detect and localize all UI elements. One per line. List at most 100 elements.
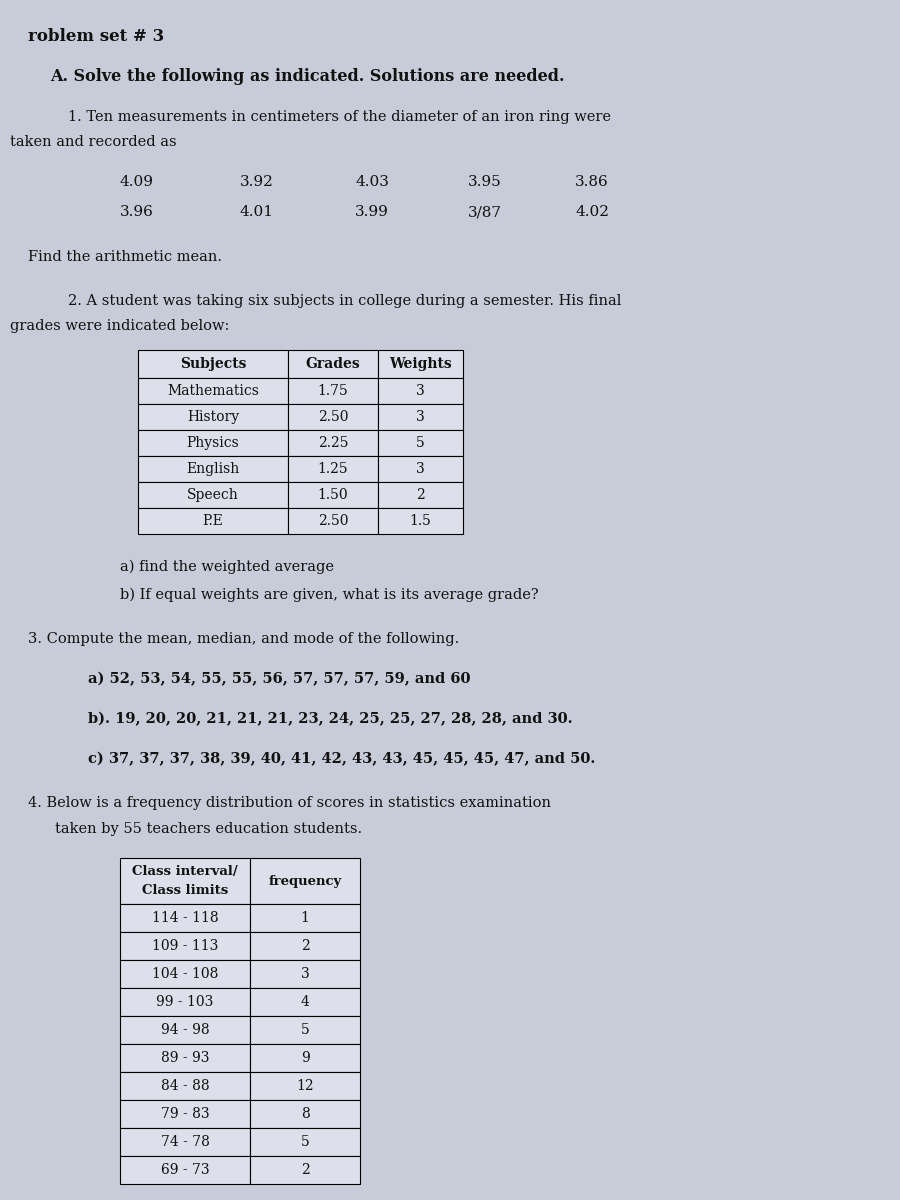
Text: 3: 3 xyxy=(416,410,425,424)
Text: 2.25: 2.25 xyxy=(318,436,348,450)
Bar xyxy=(250,1100,360,1128)
Text: 12: 12 xyxy=(296,1079,314,1093)
Text: 3.86: 3.86 xyxy=(575,175,608,188)
Text: 1.25: 1.25 xyxy=(318,462,348,476)
Text: 3.92: 3.92 xyxy=(240,175,274,188)
Bar xyxy=(120,988,250,1016)
Bar xyxy=(138,482,288,508)
Bar xyxy=(120,904,250,932)
Text: 1.75: 1.75 xyxy=(318,384,348,398)
Text: 3: 3 xyxy=(416,462,425,476)
Text: 89 - 93: 89 - 93 xyxy=(161,1051,209,1066)
Text: 3. Compute the mean, median, and mode of the following.: 3. Compute the mean, median, and mode of… xyxy=(28,632,459,646)
Bar xyxy=(138,350,288,378)
Bar xyxy=(288,482,378,508)
Bar xyxy=(250,1072,360,1100)
Bar xyxy=(378,430,463,456)
Text: 2.50: 2.50 xyxy=(318,410,348,424)
Bar xyxy=(288,508,378,534)
Text: taken and recorded as: taken and recorded as xyxy=(10,134,176,149)
Text: 2: 2 xyxy=(301,1163,310,1177)
Text: Find the arithmetic mean.: Find the arithmetic mean. xyxy=(28,250,222,264)
Text: taken by 55 teachers education students.: taken by 55 teachers education students. xyxy=(55,822,362,836)
Text: 3.96: 3.96 xyxy=(120,205,154,218)
Text: 4.02: 4.02 xyxy=(575,205,609,218)
Text: Speech: Speech xyxy=(187,488,238,502)
Bar xyxy=(250,904,360,932)
Text: 5: 5 xyxy=(301,1135,310,1150)
Bar xyxy=(378,508,463,534)
Text: 3: 3 xyxy=(301,967,310,982)
Bar xyxy=(250,1128,360,1156)
Bar xyxy=(378,456,463,482)
Text: a) find the weighted average: a) find the weighted average xyxy=(120,560,334,575)
Bar xyxy=(288,456,378,482)
Text: 4.03: 4.03 xyxy=(355,175,389,188)
Text: b). 19, 20, 20, 21, 21, 21, 23, 24, 25, 25, 27, 28, 28, and 30.: b). 19, 20, 20, 21, 21, 21, 23, 24, 25, … xyxy=(88,712,572,726)
Text: History: History xyxy=(187,410,239,424)
Bar xyxy=(138,508,288,534)
Text: 99 - 103: 99 - 103 xyxy=(157,995,213,1009)
Bar xyxy=(250,960,360,988)
Text: a) 52, 53, 54, 55, 55, 56, 57, 57, 57, 59, and 60: a) 52, 53, 54, 55, 55, 56, 57, 57, 57, 5… xyxy=(88,672,471,686)
Bar xyxy=(288,350,378,378)
Text: frequency: frequency xyxy=(268,875,342,888)
Text: 5: 5 xyxy=(416,436,425,450)
Bar xyxy=(120,1016,250,1044)
Text: 4.09: 4.09 xyxy=(120,175,154,188)
Bar xyxy=(250,988,360,1016)
Bar xyxy=(120,1128,250,1156)
Bar xyxy=(120,1100,250,1128)
Text: b) If equal weights are given, what is its average grade?: b) If equal weights are given, what is i… xyxy=(120,588,538,602)
Text: 69 - 73: 69 - 73 xyxy=(161,1163,210,1177)
Text: 4: 4 xyxy=(301,995,310,1009)
Text: 2. A student was taking six subjects in college during a semester. His final: 2. A student was taking six subjects in … xyxy=(68,294,621,308)
Text: 84 - 88: 84 - 88 xyxy=(161,1079,210,1093)
Text: c) 37, 37, 37, 38, 39, 40, 41, 42, 43, 43, 45, 45, 45, 47, and 50.: c) 37, 37, 37, 38, 39, 40, 41, 42, 43, 4… xyxy=(88,752,596,767)
Text: 9: 9 xyxy=(301,1051,310,1066)
Text: Class interval/
Class limits: Class interval/ Class limits xyxy=(132,865,238,896)
Bar xyxy=(250,1016,360,1044)
Text: Subjects: Subjects xyxy=(180,358,247,371)
Bar xyxy=(138,456,288,482)
Text: 94 - 98: 94 - 98 xyxy=(161,1022,210,1037)
Text: 79 - 83: 79 - 83 xyxy=(161,1106,210,1121)
Text: 4. Below is a frequency distribution of scores in statistics examination: 4. Below is a frequency distribution of … xyxy=(28,796,551,810)
Bar xyxy=(378,482,463,508)
Bar xyxy=(288,404,378,430)
Text: 104 - 108: 104 - 108 xyxy=(152,967,218,982)
Text: roblem set # 3: roblem set # 3 xyxy=(28,28,164,44)
Bar xyxy=(250,1044,360,1072)
Text: 2: 2 xyxy=(301,938,310,953)
Text: 2.50: 2.50 xyxy=(318,514,348,528)
Text: 1. Ten measurements in centimeters of the diameter of an iron ring were: 1. Ten measurements in centimeters of th… xyxy=(68,110,611,124)
Text: grades were indicated below:: grades were indicated below: xyxy=(10,319,230,332)
Text: Mathematics: Mathematics xyxy=(167,384,259,398)
Text: 5: 5 xyxy=(301,1022,310,1037)
Text: 74 - 78: 74 - 78 xyxy=(160,1135,210,1150)
Bar xyxy=(378,404,463,430)
Text: 114 - 118: 114 - 118 xyxy=(152,911,219,925)
Text: 1.5: 1.5 xyxy=(410,514,431,528)
Text: 3/87: 3/87 xyxy=(468,205,502,218)
Text: 1: 1 xyxy=(301,911,310,925)
Bar xyxy=(120,858,250,904)
Text: Weights: Weights xyxy=(389,358,452,371)
Text: 8: 8 xyxy=(301,1106,310,1121)
Text: 3.99: 3.99 xyxy=(355,205,389,218)
Text: Grades: Grades xyxy=(306,358,360,371)
Text: 109 - 113: 109 - 113 xyxy=(152,938,218,953)
Bar xyxy=(120,1044,250,1072)
Bar xyxy=(378,350,463,378)
Bar xyxy=(288,430,378,456)
Bar xyxy=(120,1072,250,1100)
Text: P.E: P.E xyxy=(202,514,223,528)
Text: 4.01: 4.01 xyxy=(240,205,274,218)
Text: 2: 2 xyxy=(416,488,425,502)
Text: Physics: Physics xyxy=(186,436,239,450)
Bar xyxy=(120,960,250,988)
Bar xyxy=(120,932,250,960)
Bar xyxy=(138,378,288,404)
Bar xyxy=(138,430,288,456)
Bar xyxy=(138,404,288,430)
